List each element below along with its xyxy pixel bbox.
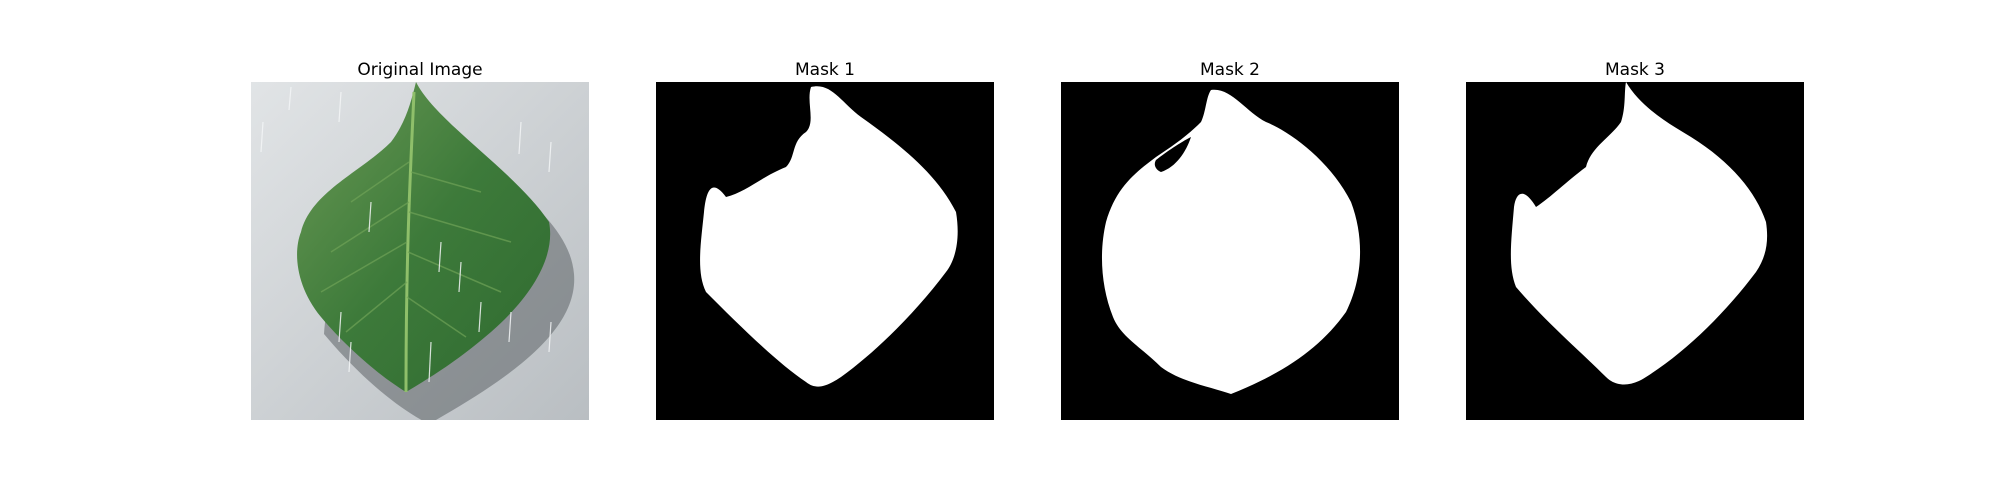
mask-3-image [1466, 82, 1804, 420]
original-leaf-image [251, 82, 589, 420]
mask-1-title: Mask 1 [794, 60, 855, 80]
mask-3-panel: Mask 3 [1466, 58, 1804, 420]
mask-3-title: Mask 3 [1604, 60, 1665, 80]
mask-1-panel: Mask 1 [656, 58, 994, 420]
mask-2-panel: Mask 2 [1061, 58, 1399, 420]
mask-2-title: Mask 2 [1199, 60, 1260, 80]
mask-2-image [1061, 82, 1399, 420]
original-image-panel: Original Image [251, 58, 589, 420]
original-image-title: Original Image [357, 60, 483, 80]
mask-1-image [656, 82, 994, 420]
